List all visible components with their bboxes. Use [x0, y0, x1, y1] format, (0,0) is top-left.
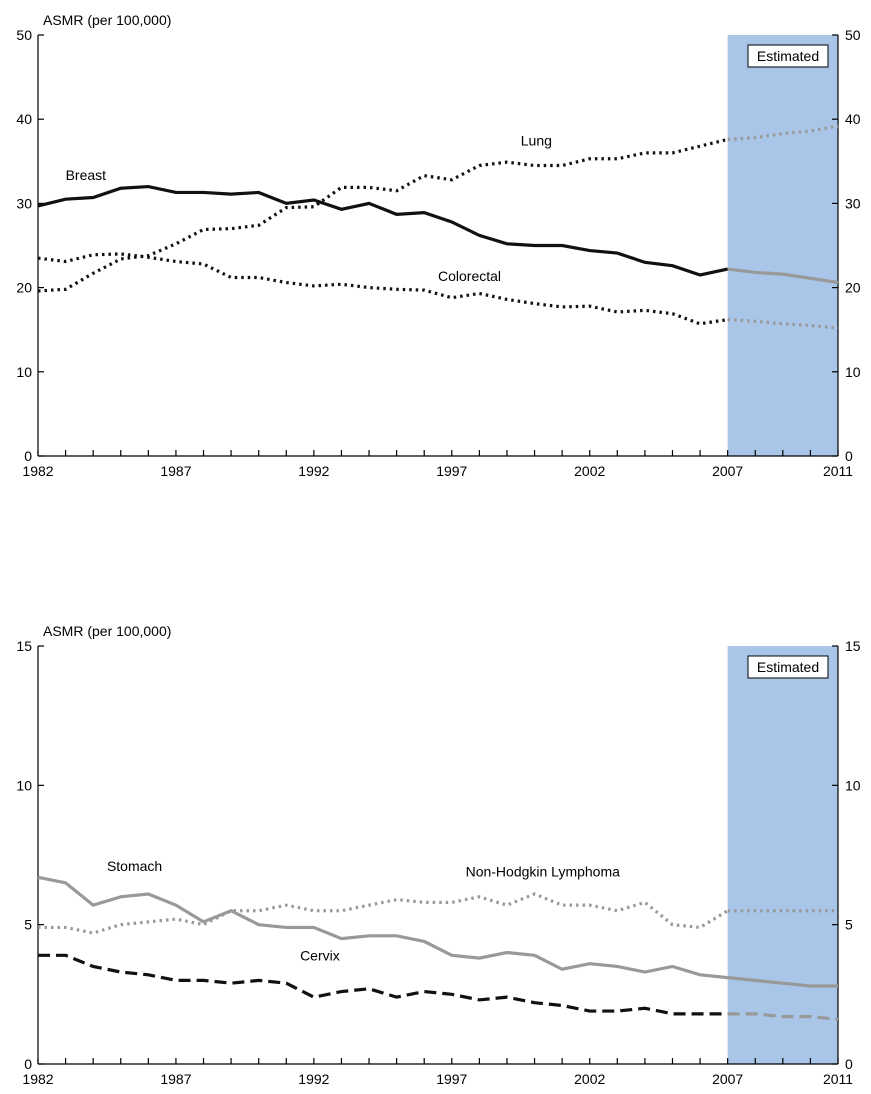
chart2-series-label-cervix: Cervix	[300, 947, 340, 963]
chart1-y-axis-title: ASMR (per 100,000)	[43, 12, 171, 28]
chart2-xtick-label: 1982	[22, 1071, 53, 1087]
chart2-series-stomach-estimated-line	[727, 976, 838, 988]
chart-top-major-cancers: Estimated 0 0 10 10 20 20 30 30 40 40 50 50 1982 1987 1…	[16, 12, 860, 479]
chart2-series-label-stomach: Stomach	[107, 858, 162, 874]
chart2-ytick-label-right: 15	[845, 638, 861, 654]
chart1-ytick-label-left: 30	[16, 195, 32, 211]
chart1-series-breast-line	[37, 184, 728, 277]
chart2-ytick-label-left: 0	[24, 1056, 32, 1072]
chart1-xtick-label: 1997	[436, 463, 467, 479]
chart2-series-stomach-line	[37, 875, 728, 980]
chart1-series-colorectal-line	[37, 252, 728, 326]
chart1-ytick-label-right: 30	[845, 195, 861, 211]
chart1-series-label-lung: Lung	[521, 132, 552, 148]
chart1-xtick-label: 2002	[574, 463, 605, 479]
chart2-xtick-label: 1987	[160, 1071, 191, 1087]
chart1-xtick-label: 1982	[22, 463, 53, 479]
chart1-series-lung-line	[37, 137, 729, 293]
chart2-y-axis-title: ASMR (per 100,000)	[43, 623, 171, 639]
chart1-series-breast-estimated-line	[727, 267, 839, 285]
chart2-ytick-label-right: 0	[845, 1056, 853, 1072]
chart2-xtick-label: 2007	[712, 1071, 743, 1087]
chart2-ytick-label-left: 10	[16, 777, 32, 793]
chart1-ytick-label-right: 0	[845, 448, 853, 464]
chart1-xtick-label: 2011	[823, 463, 853, 479]
chart2-xtick-label: 2002	[574, 1071, 605, 1087]
chart2-ytick-label-right: 5	[845, 917, 853, 933]
chart2-series-cervix-line	[38, 953, 728, 1016]
chart1-series-label-breast: Breast	[66, 167, 107, 183]
chart1-ytick-label-right: 10	[845, 364, 861, 380]
chart2-ytick-label-right: 10	[845, 777, 861, 793]
chart2-estimated-label-box	[747, 655, 829, 679]
chart1-ytick-label-left: 40	[16, 111, 32, 127]
chart1-xtick-label: 2007	[712, 463, 743, 479]
chart-bottom-minor-cancers: Estimated 0 0 5 5 10 10 15 15 1982 1987 1992 1997 200…	[16, 623, 860, 1087]
chart1-ytick-label-right: 50	[845, 27, 861, 43]
chart1-ytick-label-left: 50	[16, 27, 32, 43]
chart1-ytick-label-left: 20	[16, 280, 32, 296]
chart1-ytick-label-left: 10	[16, 364, 32, 380]
chart1-series-colorectal-estimated-line	[727, 317, 839, 330]
chart1-xtick-label: 1992	[298, 463, 329, 479]
chart1-ytick-label-right: 20	[845, 280, 861, 296]
chart1-ytick-label-right: 40	[845, 111, 861, 127]
chart1-series-label-colorectal: Colorectal	[438, 268, 501, 284]
chart2-ytick-label-left: 15	[16, 638, 32, 654]
chart2-xtick-label: 1997	[436, 1071, 467, 1087]
chart2-xtick-label: 1992	[298, 1071, 329, 1087]
chart1-xtick-label: 1987	[160, 463, 191, 479]
chart1-ytick-label-left: 0	[24, 448, 32, 464]
chart2-ytick-label-left: 5	[24, 917, 32, 933]
chart1-estimated-label: Estimated	[757, 48, 819, 64]
chart1-series-lung-estimated-line	[727, 124, 839, 142]
chart2-estimated-label: Estimated	[757, 659, 819, 675]
chart2-estimated-band	[727, 646, 838, 1064]
chart1-estimated-band	[727, 35, 838, 456]
chart1-estimated-label-box	[747, 44, 829, 68]
chart2-series-non-hodgkin-lymphoma-line	[38, 892, 729, 935]
chart2-xtick-label: 2011	[823, 1071, 853, 1087]
chart2-series-label-non-hodgkin-lymphoma: Non-Hodgkin Lymphoma	[466, 864, 621, 880]
chart2-series-cervix-estimated-line	[727, 1012, 839, 1022]
